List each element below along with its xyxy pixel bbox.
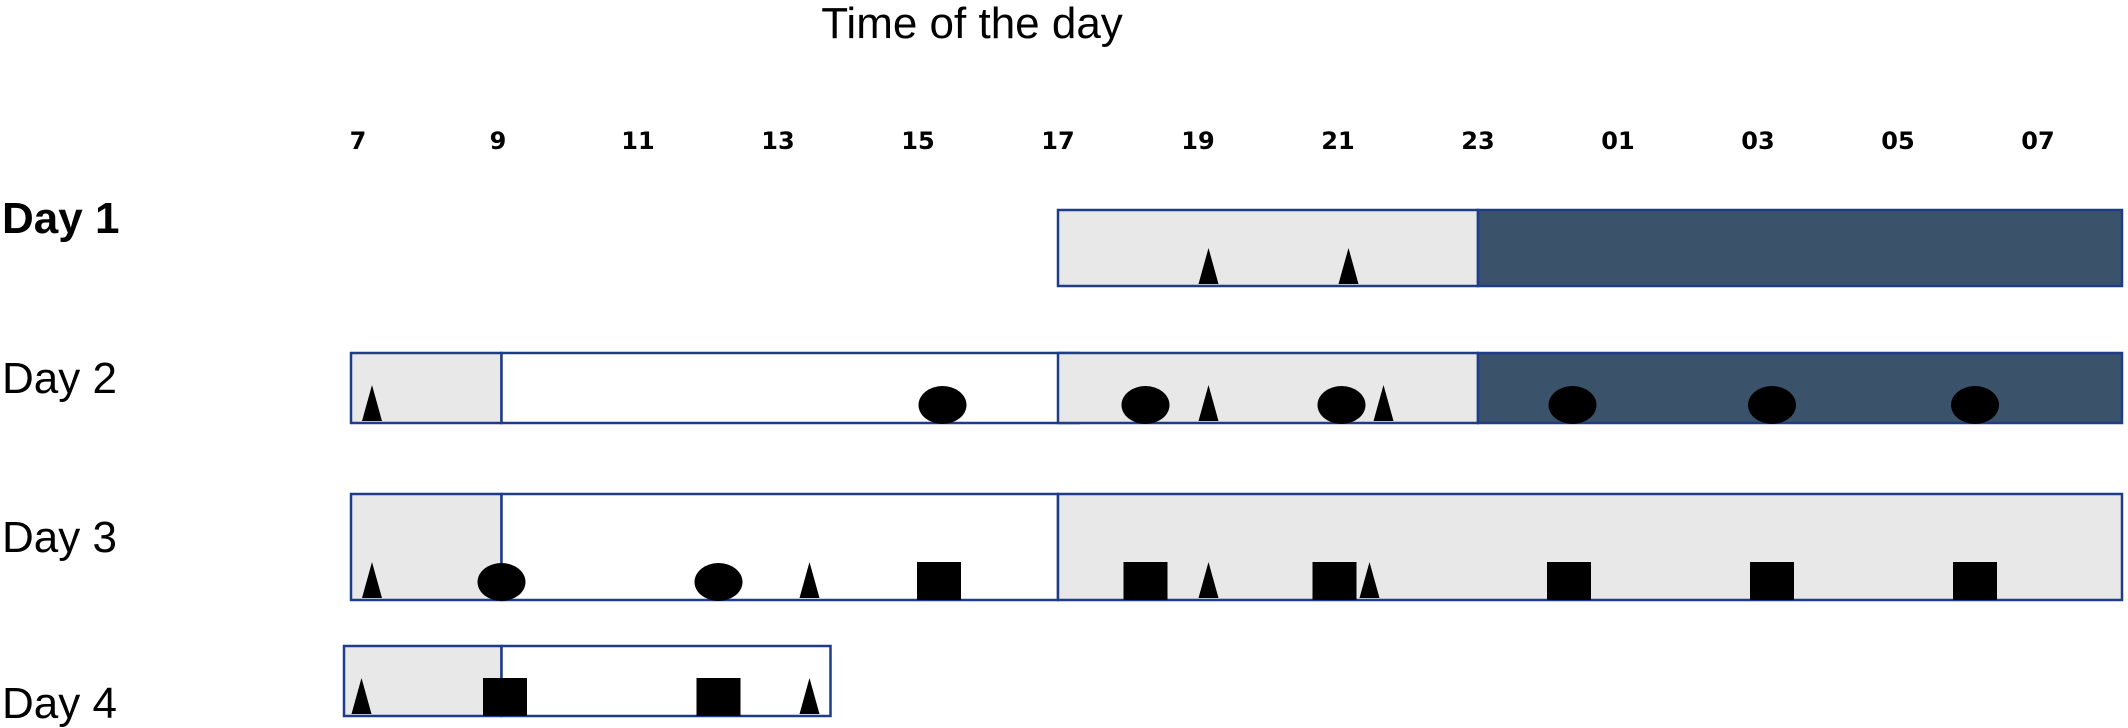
square-marker xyxy=(483,678,527,716)
diagram-title: Time of the day xyxy=(821,0,1123,48)
hour-axis: 7 9 11 13 15 17 19 21 23 01 03 05 07 xyxy=(350,127,2055,155)
time-segment-light xyxy=(342,644,503,718)
triangle-marker xyxy=(351,678,372,714)
circle-marker xyxy=(694,563,743,601)
time-segment-light xyxy=(1056,208,1480,288)
square-marker xyxy=(1750,562,1794,600)
hour-tick-label: 11 xyxy=(621,127,654,155)
hour-tick-label: 21 xyxy=(1321,127,1354,155)
square-marker xyxy=(1123,562,1168,600)
triangle-marker xyxy=(1198,562,1219,598)
triangle-marker xyxy=(1338,248,1359,284)
circle-marker xyxy=(1121,386,1170,424)
day-label: Day 4 xyxy=(2,679,117,728)
day-row: Day 3 xyxy=(2,492,2124,602)
square-marker xyxy=(1547,562,1591,600)
hour-tick-label: 03 xyxy=(1741,127,1774,155)
triangle-marker xyxy=(362,385,382,421)
circle-marker xyxy=(1317,386,1366,424)
circle-marker xyxy=(918,386,967,424)
triangle-marker xyxy=(799,562,820,598)
time-segment-dark xyxy=(1476,208,2124,288)
triangle-marker xyxy=(799,678,820,714)
square-marker xyxy=(696,678,741,716)
day-row: Day 1 xyxy=(2,194,2124,288)
triangle-marker xyxy=(1198,385,1219,421)
triangle-marker xyxy=(362,562,382,598)
day-rows: Day 1 Day 2 Day 3 Day 4 xyxy=(2,194,2124,728)
hour-tick-label: 9 xyxy=(490,127,507,155)
hour-tick-label: 07 xyxy=(2021,127,2054,155)
day-label: Day 1 xyxy=(2,194,119,243)
day-label: Day 2 xyxy=(2,354,117,403)
time-segment-white xyxy=(500,644,832,718)
hour-tick-label: 19 xyxy=(1181,127,1214,155)
circle-marker xyxy=(477,563,526,601)
hour-tick-label: 01 xyxy=(1601,127,1634,155)
hour-tick-label: 15 xyxy=(901,127,934,155)
square-marker xyxy=(917,562,961,600)
triangle-marker xyxy=(1198,248,1219,284)
day-row: Day 2 xyxy=(2,351,2124,425)
hour-tick-label: 7 xyxy=(350,127,367,155)
square-marker xyxy=(1312,562,1357,600)
hour-tick-label: 13 xyxy=(761,127,794,155)
circle-marker xyxy=(1548,386,1597,424)
hour-tick-label: 17 xyxy=(1041,127,1074,155)
circle-marker xyxy=(1748,386,1796,424)
circle-marker xyxy=(1951,386,1999,424)
triangle-marker xyxy=(1359,562,1380,598)
triangle-marker xyxy=(1373,385,1394,421)
day-row: Day 4 xyxy=(2,644,832,728)
time-segment-white xyxy=(500,351,1081,425)
square-marker xyxy=(1953,562,1997,600)
hour-tick-label: 05 xyxy=(1881,127,1914,155)
day-label: Day 3 xyxy=(2,513,117,562)
hour-tick-label: 23 xyxy=(1461,127,1494,155)
time-segment-light xyxy=(1056,351,1480,425)
time-segment-white xyxy=(500,492,1060,602)
